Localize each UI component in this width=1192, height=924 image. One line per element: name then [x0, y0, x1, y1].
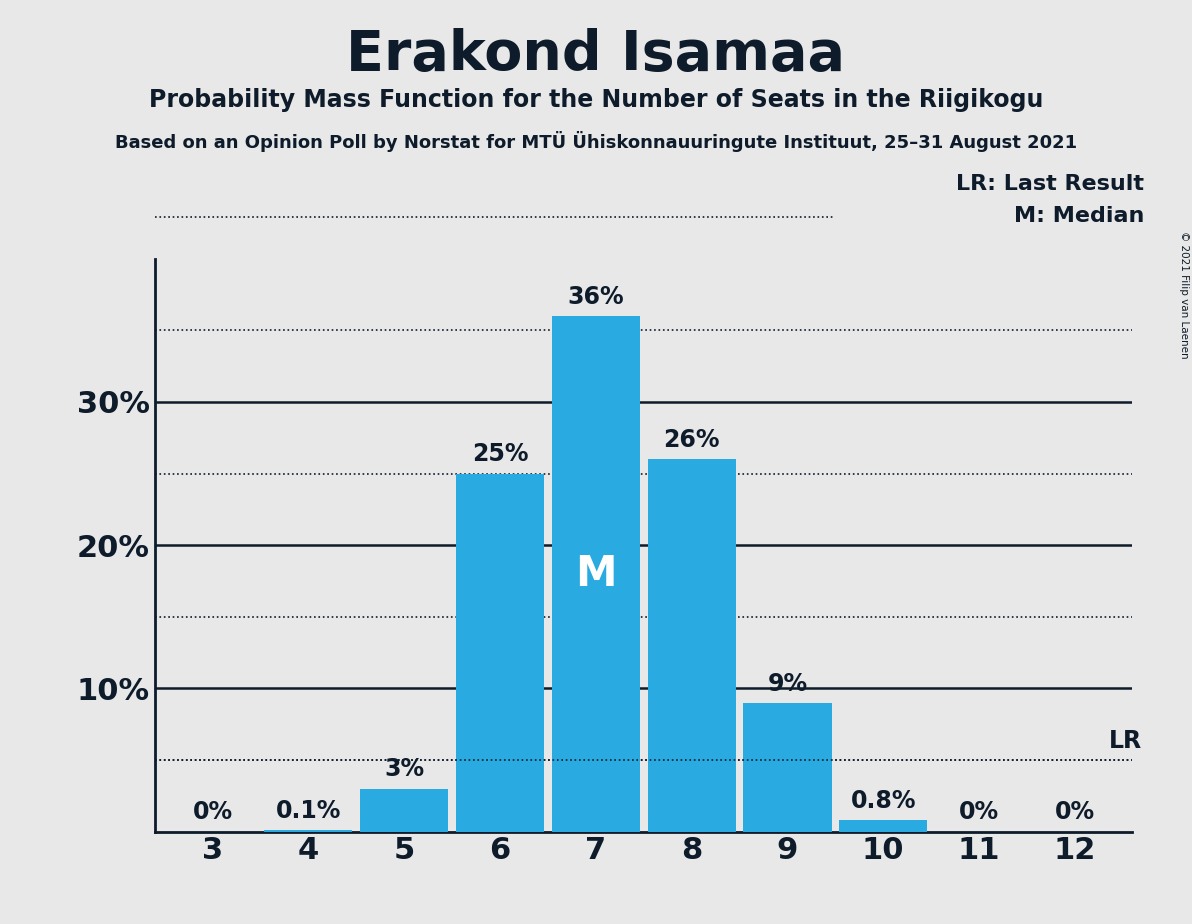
Text: LR: Last Result: LR: Last Result: [956, 174, 1144, 194]
Text: M: Median: M: Median: [1014, 206, 1144, 226]
Bar: [744, 702, 832, 832]
Text: 3%: 3%: [384, 758, 424, 782]
Text: 0%: 0%: [192, 800, 232, 824]
Bar: [265, 830, 353, 832]
Text: M: M: [575, 553, 616, 595]
Text: Probability Mass Function for the Number of Seats in the Riigikogu: Probability Mass Function for the Number…: [149, 88, 1043, 112]
Bar: [455, 473, 544, 832]
Text: LR: LR: [1109, 729, 1142, 753]
Text: 0.8%: 0.8%: [851, 789, 915, 813]
Text: Based on an Opinion Poll by Norstat for MTÜ Ühiskonnauuringute Instituut, 25–31 : Based on an Opinion Poll by Norstat for …: [114, 131, 1078, 152]
Text: 26%: 26%: [663, 428, 720, 452]
Bar: [360, 788, 448, 832]
Bar: [552, 316, 640, 832]
Text: 0.1%: 0.1%: [275, 799, 341, 823]
Text: 9%: 9%: [768, 672, 807, 696]
Text: 0%: 0%: [960, 800, 999, 824]
Text: 36%: 36%: [567, 285, 625, 309]
Text: © 2021 Filip van Laenen: © 2021 Filip van Laenen: [1179, 231, 1188, 359]
Bar: [839, 821, 927, 832]
Text: 0%: 0%: [1055, 800, 1095, 824]
Bar: [647, 459, 735, 832]
Text: Erakond Isamaa: Erakond Isamaa: [347, 28, 845, 81]
Text: 25%: 25%: [472, 443, 528, 467]
